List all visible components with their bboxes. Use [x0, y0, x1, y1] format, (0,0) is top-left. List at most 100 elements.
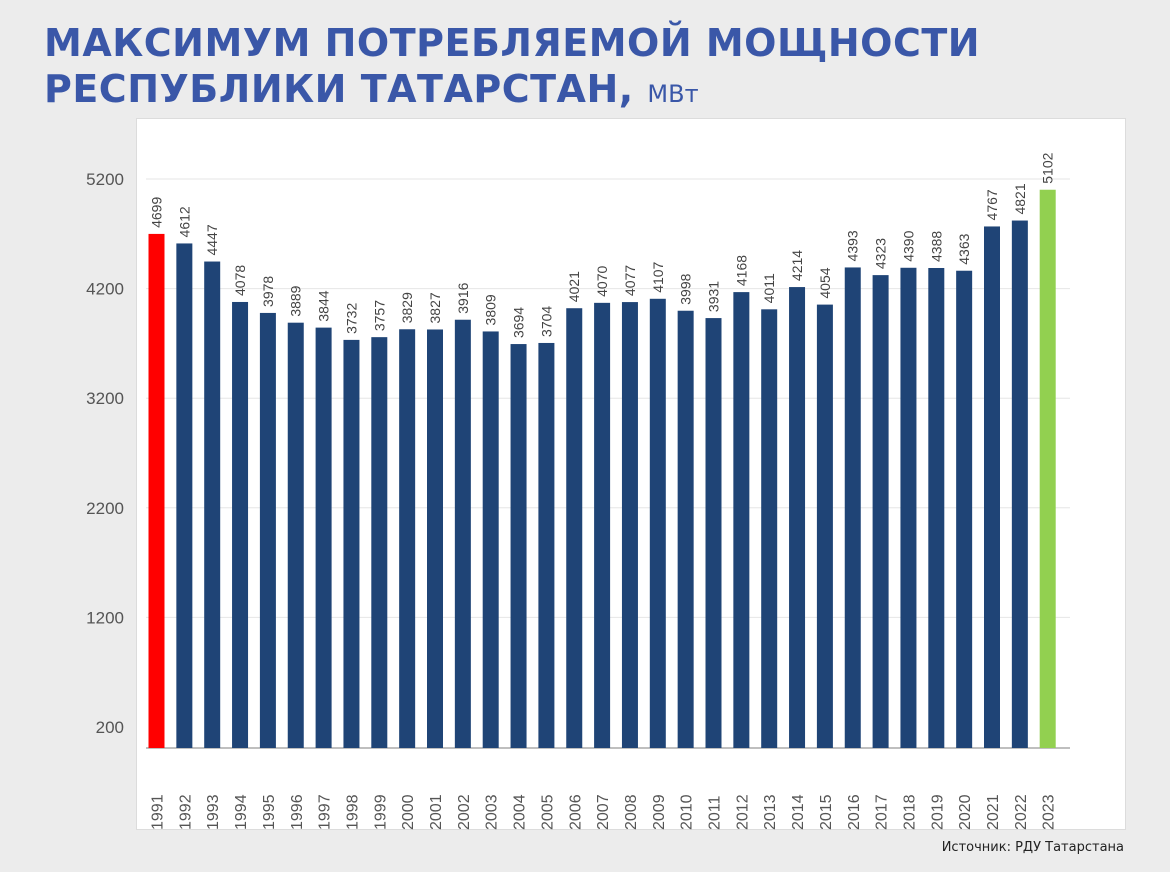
bar-2022: [1011, 220, 1028, 749]
x-tick-label-2011: 2011: [707, 795, 724, 830]
x-tick-label-1998: 1998: [344, 794, 361, 830]
bar-1994: [232, 301, 249, 748]
data-label-1998: 3732: [343, 303, 359, 334]
chart-title: МАКСИМУМ ПОТРЕБЛЯЕМОЙ МОЩНОСТИ РЕСПУБЛИК…: [44, 20, 980, 117]
x-tick-label-2017: 2017: [874, 794, 891, 830]
y-tick-label: 2200: [86, 499, 124, 518]
data-label-1996: 3889: [288, 285, 304, 316]
x-tick-label-2015: 2015: [818, 794, 835, 830]
bar-1999: [371, 337, 388, 748]
title-line-2-text: РЕСПУБЛИКИ ТАТАРСТАН,: [44, 67, 634, 111]
data-label-2008: 4077: [622, 265, 638, 296]
x-tick-label-2021: 2021: [985, 794, 1002, 830]
x-tick-label-2010: 2010: [679, 794, 696, 830]
data-label-2000: 3829: [399, 292, 415, 323]
x-tick-label-2002: 2002: [456, 794, 473, 830]
bar-2014: [789, 287, 806, 748]
bar-2013: [761, 309, 778, 748]
data-label-1995: 3978: [260, 276, 276, 307]
data-label-1999: 3757: [371, 300, 387, 331]
bar-2019: [928, 267, 945, 748]
bar-1996: [287, 322, 304, 748]
x-tick-label-2019: 2019: [929, 794, 946, 830]
bar-2020: [956, 270, 973, 748]
bar-2005: [538, 342, 555, 748]
y-tick-label: 4200: [86, 280, 124, 299]
x-tick-label-2000: 2000: [400, 794, 417, 830]
data-label-2015: 4054: [817, 267, 833, 298]
y-tick-label: 3200: [86, 389, 124, 408]
x-tick-label-2014: 2014: [790, 794, 807, 830]
bar-2010: [677, 310, 694, 748]
bar-2009: [649, 298, 666, 748]
data-label-2010: 3998: [678, 273, 694, 304]
data-label-2018: 4390: [900, 230, 916, 261]
bar-1992: [176, 243, 193, 748]
x-tick-label-2020: 2020: [957, 794, 974, 830]
x-tick-label-1999: 1999: [372, 794, 389, 830]
bar-2004: [510, 344, 527, 748]
x-tick-label-2005: 2005: [539, 794, 556, 830]
data-label-2013: 4011: [761, 273, 777, 303]
data-label-1997: 3844: [316, 290, 332, 321]
x-tick-label-2007: 2007: [595, 794, 612, 830]
data-label-2014: 4214: [789, 250, 805, 281]
bar-2017: [872, 275, 889, 748]
data-label-1994: 4078: [232, 265, 248, 296]
bar-2015: [816, 304, 833, 748]
x-tick-label-2009: 2009: [651, 794, 668, 830]
x-tick-label-2001: 2001: [428, 794, 445, 830]
data-label-1992: 4612: [176, 206, 192, 237]
x-tick-label-1991: 1991: [150, 794, 167, 830]
data-label-2002: 3916: [455, 282, 471, 313]
bar-2018: [900, 267, 917, 748]
data-label-2017: 4323: [873, 238, 889, 269]
bar-2016: [844, 267, 861, 748]
data-label-2021: 4767: [984, 189, 1000, 220]
data-label-2023: 5102: [1040, 152, 1056, 183]
x-tick-label-1993: 1993: [205, 794, 222, 830]
data-label-2011: 3931: [706, 281, 722, 312]
bar-2006: [566, 308, 583, 748]
title-line-1: МАКСИМУМ ПОТРЕБЛЯЕМОЙ МОЩНОСТИ: [44, 21, 981, 65]
bar-1995: [259, 312, 276, 748]
bar-1998: [343, 339, 360, 748]
data-label-2006: 4021: [566, 271, 582, 302]
data-label-2019: 4388: [928, 231, 944, 262]
x-tick-label-2003: 2003: [484, 794, 501, 830]
x-tick-label-1996: 1996: [289, 794, 306, 830]
data-label-2022: 4821: [1012, 183, 1028, 214]
y-tick-label: 200: [96, 718, 124, 737]
y-tick-label: 1200: [86, 608, 124, 627]
x-tick-label-2018: 2018: [901, 794, 918, 830]
bar-2002: [454, 319, 471, 748]
bar-2003: [482, 331, 499, 748]
x-tick-label-1995: 1995: [261, 794, 278, 830]
bar-2000: [399, 329, 416, 748]
x-tick-label-2022: 2022: [1013, 794, 1030, 830]
bar-2011: [705, 318, 722, 748]
x-tick-label-2006: 2006: [567, 794, 584, 830]
bar-2008: [621, 302, 638, 748]
y-tick-label: 5200: [86, 170, 124, 189]
data-label-2003: 3809: [483, 294, 499, 325]
data-label-2009: 4107: [650, 261, 666, 292]
bar-1997: [315, 327, 332, 748]
data-label-1993: 4447: [204, 224, 220, 255]
bar-2021: [984, 226, 1000, 749]
title-unit: МВт: [647, 80, 699, 108]
data-label-2016: 4393: [845, 230, 861, 261]
data-label-2012: 4168: [733, 255, 749, 286]
x-tick-label-2008: 2008: [623, 794, 640, 830]
title-line-2: РЕСПУБЛИКИ ТАТАРСТАН, МВт: [44, 66, 980, 117]
bar-2012: [733, 292, 750, 748]
x-tick-label-1994: 1994: [233, 794, 250, 830]
data-label-2001: 3827: [427, 292, 443, 323]
x-tick-label-2004: 2004: [512, 794, 529, 830]
x-tick-label-1997: 1997: [317, 794, 334, 830]
data-label-2004: 3694: [511, 307, 527, 338]
source-note: Источник: РДУ Татарстана: [941, 840, 1124, 855]
x-tick-label-2012: 2012: [734, 794, 751, 830]
bar-1993: [204, 261, 221, 748]
